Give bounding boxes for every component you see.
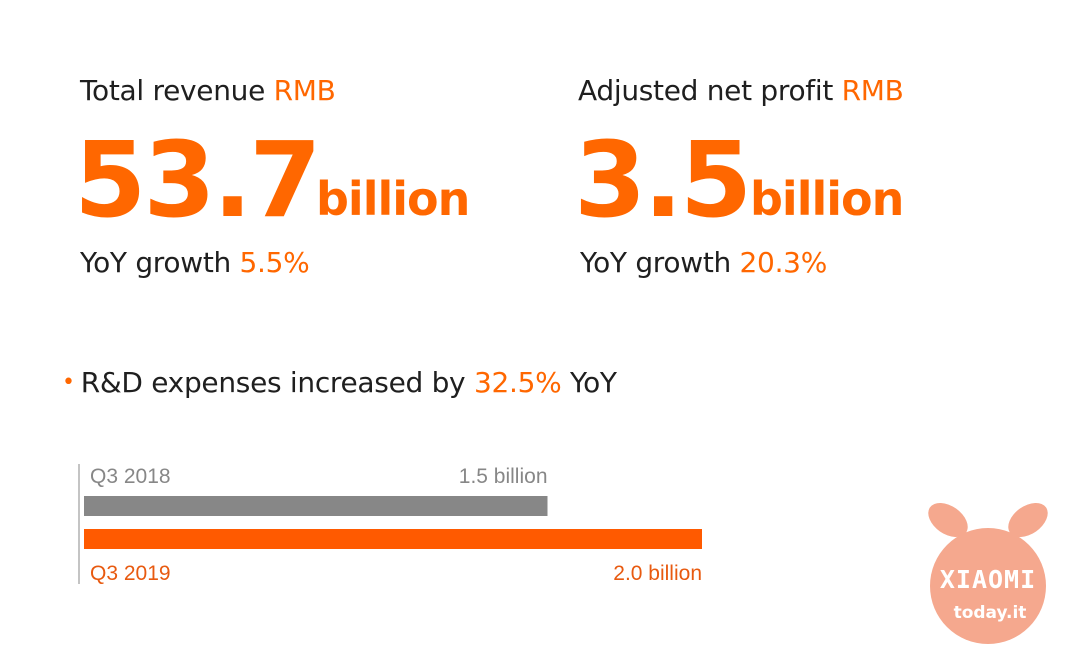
bullet-dot: • <box>62 370 75 395</box>
profit-currency: RMB <box>841 74 904 107</box>
profit-growth: YoY growth 20.3% <box>580 246 827 279</box>
value-label: 2.0 billion <box>613 562 702 585</box>
category-label: Q3 2018 <box>90 465 171 488</box>
revenue-growth-value: 5.5% <box>239 246 310 279</box>
logo-brand: XIAOMI <box>940 565 1036 594</box>
rd-note: • R&D expenses increased by 32.5% YoY <box>62 366 617 399</box>
logo-site: today.it <box>954 603 1027 623</box>
profit-label: Adjusted net profit RMB <box>578 74 904 107</box>
xiaomi-today-logo: XIAOMI today.it <box>918 498 1058 648</box>
rd-growth-value: 32.5% <box>473 366 562 399</box>
value-label: 1.5 billion <box>459 465 548 488</box>
bar-q3-2018 <box>84 496 548 516</box>
revenue-unit: billion <box>316 172 470 226</box>
category-label: Q3 2019 <box>90 562 171 585</box>
revenue-label: Total revenue RMB <box>80 74 336 107</box>
profit-growth-value: 20.3% <box>739 246 828 279</box>
revenue-value: 53.7 <box>74 119 322 241</box>
bunny-icon: XIAOMI today.it <box>928 502 1048 644</box>
revenue-growth: YoY growth 5.5% <box>80 246 310 279</box>
rd-bar-chart: Q3 2018 1.5 billion Q3 2019 2.0 billion <box>78 464 702 585</box>
bar-q3-2019 <box>84 529 702 549</box>
profit-unit: billion <box>750 172 904 226</box>
profit-value: 3.5 <box>574 119 752 241</box>
revenue-currency: RMB <box>273 74 336 107</box>
